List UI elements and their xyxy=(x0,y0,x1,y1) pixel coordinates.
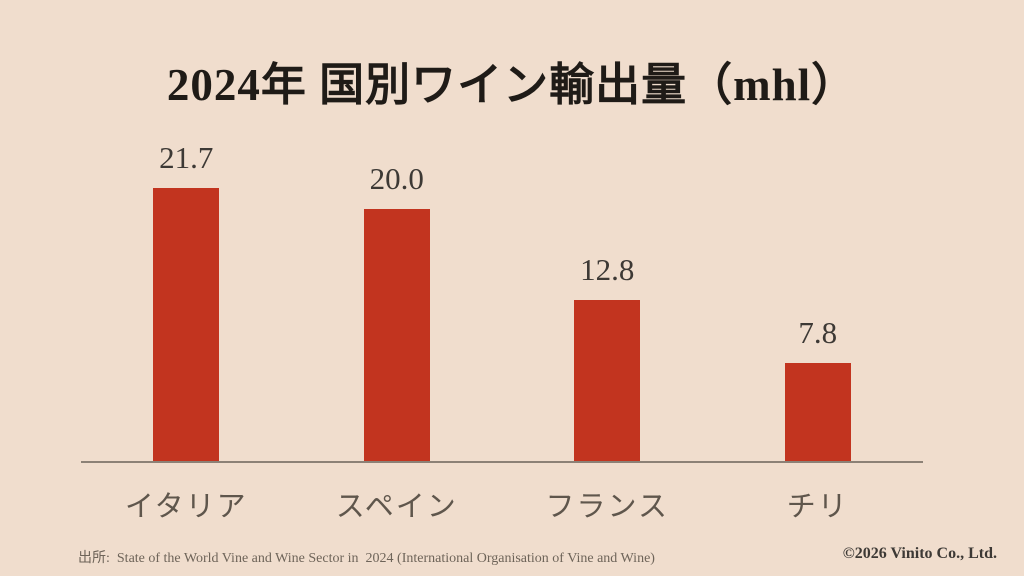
bar xyxy=(153,188,220,461)
copyright: ©2026 Vinito Co., Ltd. xyxy=(842,545,997,562)
category-label-row: イタリア スペイン フランス チリ xyxy=(81,483,923,525)
bar-column: 21.7 xyxy=(81,130,292,461)
bar-value-label: 7.8 xyxy=(798,314,838,350)
bar-value-label: 21.7 xyxy=(159,139,214,175)
bar-chart: 21.7 20.0 12.8 7.8 xyxy=(81,130,923,461)
bar-columns: 21.7 20.0 12.8 7.8 xyxy=(81,130,923,461)
chart-title: 2024年 国別ワイン輸出量（mhl） xyxy=(166,60,858,110)
bar-column: 7.8 xyxy=(713,130,924,461)
bar xyxy=(784,363,851,461)
source-note: 出所: State of the World Vine and Wine Sec… xyxy=(78,551,655,566)
x-axis-line xyxy=(81,461,923,463)
category-label: イタリア xyxy=(124,491,248,523)
bar-column: 12.8 xyxy=(502,130,713,461)
category-label: チリ xyxy=(786,491,849,523)
bar-value-label: 12.8 xyxy=(580,251,635,287)
bar xyxy=(574,300,641,461)
bar-value-label: 20.0 xyxy=(369,160,424,196)
category-label: スペイン xyxy=(335,491,458,523)
bar-column: 20.0 xyxy=(292,130,503,461)
category-label: フランス xyxy=(545,491,669,523)
bar xyxy=(363,209,430,461)
